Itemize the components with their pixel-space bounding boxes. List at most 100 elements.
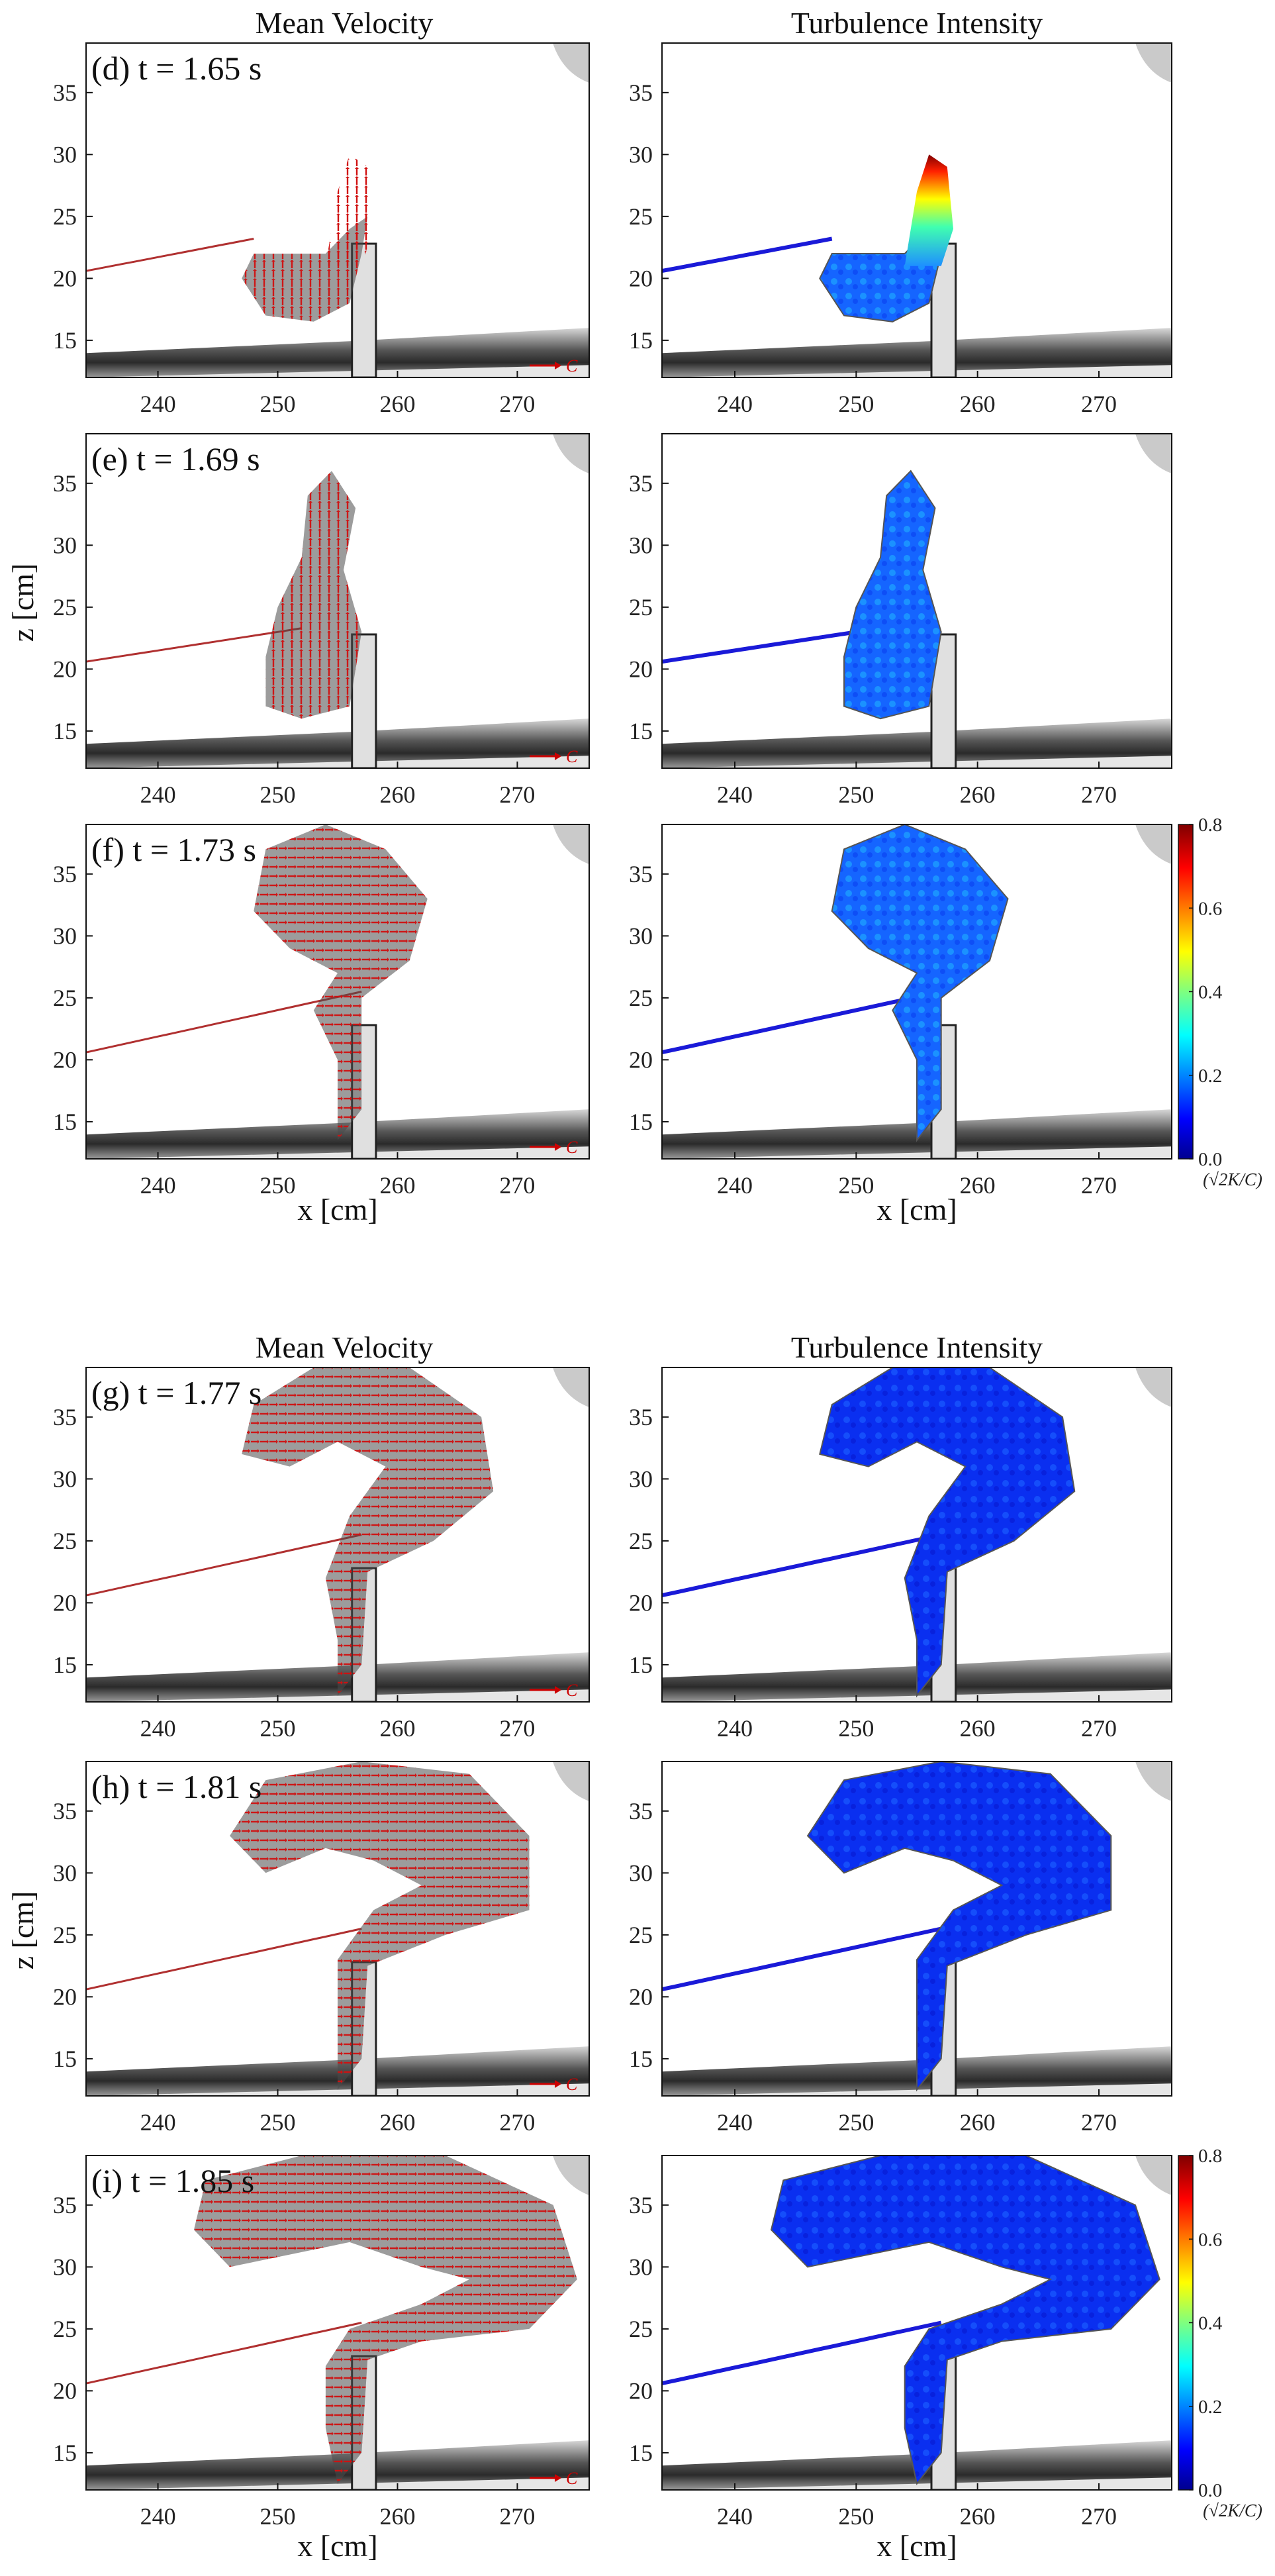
z-tick-label: 20 [629,1983,653,2010]
x-tick-label: 240 [717,781,753,808]
panel-e-velocity [85,433,590,769]
colorbar-tick-label: 0.2 [1198,2397,1222,2418]
z-tick-label: 20 [629,1589,653,1616]
x-tick-label: 270 [499,781,535,808]
velocity-scale-label: C [566,1681,578,1700]
corner-shadow [1135,824,1172,864]
x-tick-label: 240 [717,1715,753,1742]
x-tick-label: 250 [260,1172,296,1199]
velocity-vectors [265,471,362,719]
panel-e-turbulence [661,433,1172,769]
z-tick-label: 30 [629,922,653,949]
panel-frame [85,433,590,769]
z-tick-label: 15 [629,1652,653,1678]
corner-shadow [553,824,589,864]
panel-time-label: (d) t = 1.65 s [91,50,261,87]
x-tick-label: 240 [717,2503,753,2530]
z-tick-label: 20 [629,656,653,682]
velocity-scale-label: C [566,356,578,375]
z-tick-label: 35 [629,470,653,497]
free-surface-jet [662,236,833,273]
panel-content [662,824,1172,1159]
x-tick-label: 240 [140,2109,176,2136]
x-tick-label: 240 [140,391,176,417]
panel-frame [85,42,590,378]
panel-d-turbulence [661,42,1172,378]
velocity-vectors-plume [325,154,374,266]
panels-layer [85,42,1194,2491]
turbulence-field [819,1367,1076,1698]
panel-frame [661,1367,1172,1703]
flume-floor-edge [86,1689,589,1702]
z-tick-label: 25 [629,985,653,1011]
colorbar-tick-label: 0.0 [1198,1149,1222,1170]
corner-shadow [1135,1761,1172,1801]
velocity-scale-arrowhead [555,752,561,760]
x-tick-label: 250 [260,781,296,808]
panel-d-velocity [85,42,590,378]
panel-frame [661,42,1172,378]
corner-shadow [1135,1367,1172,1407]
turbulence-field [831,824,1009,1142]
panel-frame [85,824,590,1160]
z-tick-label: 15 [629,2440,653,2466]
flume-floor-edge [662,365,1172,377]
z-tick-label: 20 [629,1046,653,1073]
corner-shadow [553,43,589,83]
panel-content [662,1367,1172,1702]
column-title-mean-velocity: Mean Velocity [256,6,434,40]
free-surface-jet [86,627,302,663]
x-tick-label: 270 [1081,781,1117,808]
z-tick-label: 20 [53,1046,77,1073]
z-axis-label: z [cm] [6,1891,40,1970]
velocity-scale-arrowhead [555,1143,561,1151]
x-tick-label: 270 [499,1172,535,1199]
x-tick-label: 270 [1081,2503,1117,2530]
x-axis-label: x [cm] [876,2529,957,2563]
panel-frame [661,433,1172,769]
x-tick-label: 260 [960,2109,996,2136]
z-tick-label: 15 [53,327,77,354]
z-tick-label: 15 [53,2440,77,2466]
x-tick-label: 270 [1081,391,1117,417]
velocity-scale-label: C [566,747,578,766]
labels-layer: C 15 20 25 30 35 240 250 260 270 (d) t = 1.65 s 15 2… [6,6,1262,2563]
z-tick-label: 20 [53,265,77,291]
z-tick-label: 30 [53,141,77,168]
x-tick-label: 240 [140,1172,176,1199]
x-tick-label: 250 [838,1172,874,1199]
panel-f-velocity [85,824,590,1160]
z-tick-label: 35 [629,1798,653,1824]
flume-floor-edge [86,1146,589,1159]
corner-shadow [1135,434,1172,473]
x-tick-label: 250 [838,2503,874,2530]
z-tick-label: 25 [629,1922,653,1948]
velocity-scale-arrowhead [555,1686,561,1694]
x-tick-label: 260 [379,781,415,808]
turbulence-field [806,1761,1112,2092]
free-surface-jet [662,1926,942,1992]
z-tick-label: 25 [53,594,77,620]
flume-floor-edge [86,2083,589,2096]
z-tick-label: 20 [53,1983,77,2010]
x-axis-label: x [cm] [297,1193,377,1226]
colorbar-tick-label: 0.4 [1198,2313,1223,2334]
z-tick-label: 25 [629,2316,653,2342]
z-tick-label: 35 [629,79,653,106]
x-tick-label: 250 [260,1715,296,1742]
column-title-turbulence-intensity: Turbulence Intensity [791,6,1043,40]
flume-floor-edge [86,756,589,768]
panel-f-turbulence [661,824,1172,1160]
flume-floor [86,328,589,377]
column-title-turbulence-intensity: Turbulence Intensity [791,1330,1043,1364]
free-surface-jet [86,238,254,272]
z-tick-label: 35 [53,470,77,497]
z-tick-label: 20 [629,265,653,291]
free-surface-jet [662,626,881,664]
z-tick-label: 15 [629,327,653,354]
z-tick-label: 15 [629,2046,653,2072]
x-tick-label: 250 [838,781,874,808]
x-tick-label: 270 [499,2503,535,2530]
panel-content [86,824,589,1159]
z-tick-label: 20 [629,2377,653,2404]
